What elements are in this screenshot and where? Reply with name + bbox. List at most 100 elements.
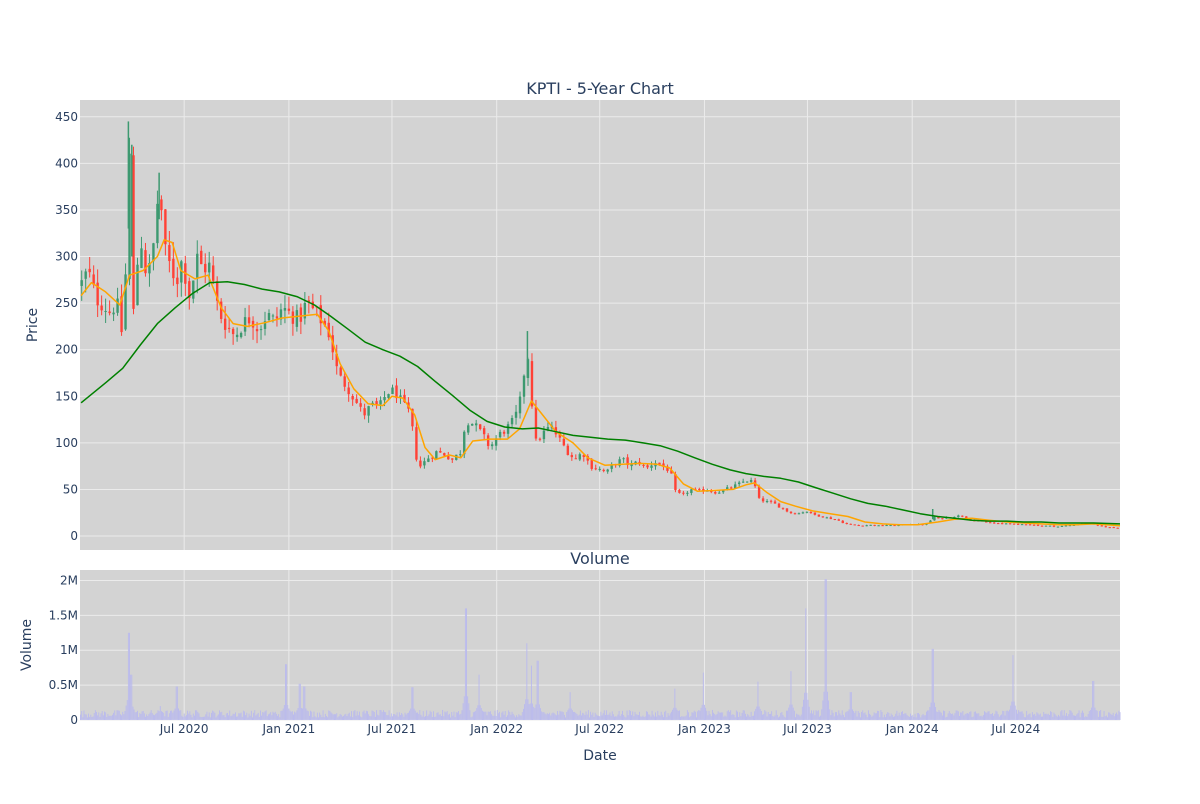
volume-bar: [439, 714, 441, 720]
volume-bar: [482, 710, 483, 720]
volume-bar: [1069, 709, 1071, 720]
volume-bar: [178, 708, 179, 720]
candle-body: [152, 243, 155, 262]
volume-bar: [903, 714, 905, 720]
volume-bar: [475, 710, 477, 720]
volume-bar: [981, 716, 983, 720]
candle-body: [267, 312, 271, 320]
volume-bar: [471, 716, 473, 720]
volume-bar: [403, 716, 405, 720]
volume-bar: [823, 691, 825, 720]
volume-bar: [582, 712, 584, 720]
volume-bar: [257, 712, 259, 720]
volume-bar: [117, 710, 119, 720]
volume-bar: [258, 716, 260, 720]
volume-bar: [821, 709, 823, 720]
volume-bar: [134, 712, 136, 720]
volume-bar: [362, 711, 364, 720]
volume-bar: [790, 671, 792, 720]
volume-bar: [581, 715, 582, 720]
candle-body: [1016, 523, 1020, 525]
volume-bar: [91, 716, 93, 720]
volume-bar: [731, 714, 733, 720]
candle-body: [231, 328, 235, 335]
volume-bar: [818, 716, 820, 720]
candle-body: [482, 428, 486, 435]
volume-bar: [248, 713, 250, 720]
volume-bar: [568, 708, 570, 720]
candle-body: [124, 274, 127, 330]
volume-bar: [450, 717, 452, 720]
volume-bar: [354, 710, 356, 720]
volume-bar: [483, 711, 485, 720]
candle-body: [275, 316, 279, 319]
volume-bar: [310, 710, 311, 720]
volume-bar: [323, 717, 325, 720]
volume-bar: [1116, 712, 1118, 720]
volume-bar: [533, 706, 535, 720]
volume-bar: [154, 715, 156, 720]
volume-bar: [532, 703, 533, 720]
volume-bar: [848, 709, 850, 720]
volume-bar: [422, 711, 424, 720]
volume-bar: [637, 715, 639, 720]
volume-bar: [160, 711, 162, 720]
volume-bar: [850, 692, 852, 720]
volume-bar: [951, 714, 952, 720]
volume-bar: [527, 699, 529, 720]
candle-body: [403, 394, 406, 402]
volume-bar: [252, 717, 253, 720]
volume-bar: [487, 711, 489, 720]
candle-body: [359, 403, 362, 407]
candle-body: [451, 458, 454, 460]
volume-bar: [664, 711, 666, 720]
volume-bar: [1088, 711, 1090, 720]
date-x-tick-label: Jan 2022: [469, 722, 523, 736]
volume-bar: [492, 715, 494, 720]
volume-bar: [289, 710, 291, 720]
volume-bar: [386, 715, 388, 720]
volume-bar: [282, 708, 284, 720]
candle-body: [582, 455, 585, 457]
volume-bar: [658, 715, 660, 720]
volume-bar: [980, 715, 982, 720]
volume-bar: [781, 712, 783, 720]
price-y-tick-label: 250: [55, 296, 78, 310]
volume-bar: [135, 712, 137, 720]
candle-body: [303, 302, 307, 319]
volume-bar: [421, 716, 423, 720]
volume-bar: [1037, 713, 1039, 720]
volume-bar: [208, 712, 210, 720]
candle-body: [486, 435, 490, 446]
candle-body: [156, 203, 159, 244]
volume-bar: [1033, 714, 1034, 720]
volume-bar: [406, 713, 408, 720]
volume-bar: [993, 715, 995, 720]
volume-bar: [702, 672, 704, 720]
volume-bar: [885, 717, 886, 720]
volume-bar: [392, 716, 393, 720]
candle-body: [351, 396, 354, 400]
candle-body: [741, 481, 745, 483]
volume-y-tick-label: 1.5M: [49, 608, 78, 622]
volume-bar: [1091, 707, 1092, 720]
volume-bar: [691, 712, 693, 720]
volume-bar: [916, 713, 918, 720]
volume-bar: [122, 711, 124, 720]
volume-bar: [195, 710, 197, 720]
volume-bar: [678, 710, 680, 720]
candle-body: [243, 317, 247, 332]
volume-bar: [509, 711, 511, 720]
volume-bar: [226, 712, 228, 720]
volume-bar: [772, 716, 774, 720]
volume-bar: [937, 712, 939, 720]
volume-bar: [665, 710, 667, 720]
volume-bar: [1014, 705, 1016, 720]
volume-bar: [1000, 715, 1001, 720]
volume-bar: [287, 705, 289, 720]
volume-y-axis-title: Volume: [19, 619, 35, 671]
volume-bar: [132, 706, 134, 720]
volume-bar: [308, 715, 310, 720]
price-y-tick-label: 100: [55, 436, 78, 450]
volume-bar: [1109, 712, 1111, 720]
